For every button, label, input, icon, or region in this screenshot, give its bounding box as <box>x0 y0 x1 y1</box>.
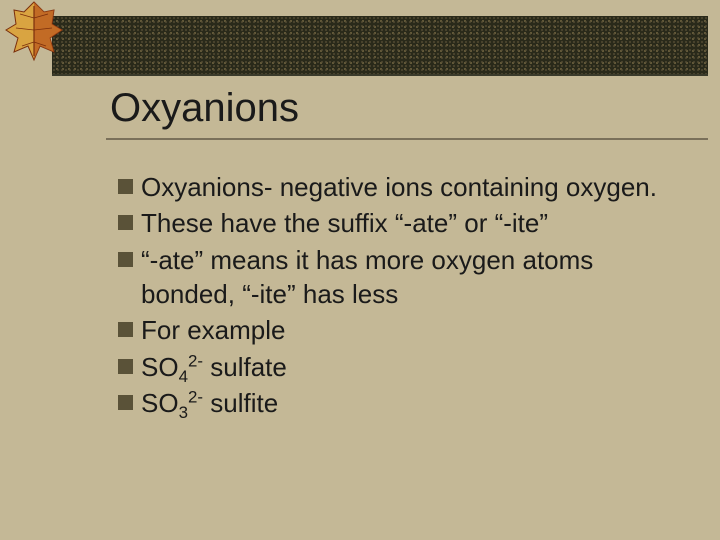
bullet-square-icon <box>118 179 133 194</box>
bullet-item: SO32- sulfite <box>118 386 680 420</box>
leaf-decoration <box>0 0 72 70</box>
bullet-list: Oxyanions- negative ions containing oxyg… <box>118 170 680 422</box>
bullet-square-icon <box>118 395 133 410</box>
bullet-item: These have the suffix “-ate” or “-ite” <box>118 206 680 240</box>
bullet-text: “-ate” means it has more oxygen atoms bo… <box>141 243 680 312</box>
bullet-square-icon <box>118 252 133 267</box>
title-underline <box>106 138 708 140</box>
title-bar-texture <box>52 16 708 76</box>
bullet-text: SO42- sulfate <box>141 350 287 384</box>
bullet-item: For example <box>118 313 680 347</box>
bullet-text: These have the suffix “-ate” or “-ite” <box>141 206 548 240</box>
bullet-square-icon <box>118 322 133 337</box>
slide-title: Oxyanions <box>110 86 299 131</box>
bullet-item: Oxyanions- negative ions containing oxyg… <box>118 170 680 204</box>
bullet-text: Oxyanions- negative ions containing oxyg… <box>141 170 657 204</box>
bullet-item: SO42- sulfate <box>118 350 680 384</box>
bullet-square-icon <box>118 359 133 374</box>
bullet-text: SO32- sulfite <box>141 386 278 420</box>
bullet-square-icon <box>118 215 133 230</box>
bullet-text: For example <box>141 313 286 347</box>
bullet-item: “-ate” means it has more oxygen atoms bo… <box>118 243 680 312</box>
